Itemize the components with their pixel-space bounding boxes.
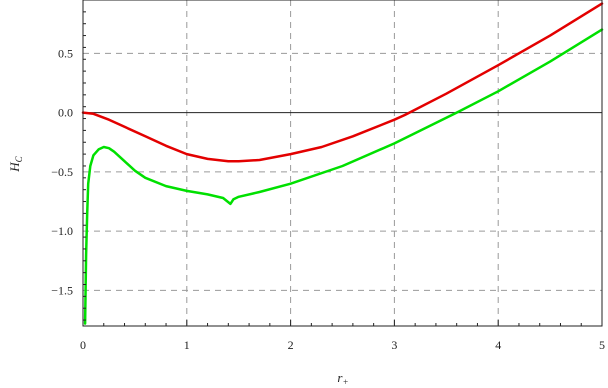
x-tick-label: 4 <box>495 338 501 352</box>
x-tick-label: 5 <box>599 338 605 352</box>
x-tick-label: 2 <box>288 338 294 352</box>
y-axis-label-sub: C <box>14 155 24 162</box>
y-axis-label-main: H <box>7 162 22 173</box>
x-axis-label-main: r <box>337 370 343 385</box>
series-group <box>81 2 604 325</box>
grid-lines <box>83 0 602 326</box>
y-tick-label: 0.5 <box>58 46 73 60</box>
y-axis-label: HC <box>7 155 24 172</box>
x-tick-label: 0 <box>80 338 86 352</box>
x-tick-label: 3 <box>391 338 397 352</box>
tick-marks <box>82 0 603 326</box>
plot-frame <box>82 0 603 327</box>
series-line-2 <box>83 28 604 325</box>
y-tick-label: 0.0 <box>58 106 73 120</box>
y-tick-label: −1.0 <box>51 224 73 238</box>
x-axis-label: r+ <box>337 370 348 387</box>
x-tick-label: 1 <box>184 338 190 352</box>
y-tick-label: −1.5 <box>51 283 73 297</box>
series-line-1 <box>81 2 604 163</box>
tick-labels: 0 1 2 3 4 5 −1.5 −1.0 −0.5 0.0 0.5 <box>51 46 605 352</box>
y-tick-label: −0.5 <box>51 165 73 179</box>
x-axis-label-sub: + <box>342 377 348 387</box>
